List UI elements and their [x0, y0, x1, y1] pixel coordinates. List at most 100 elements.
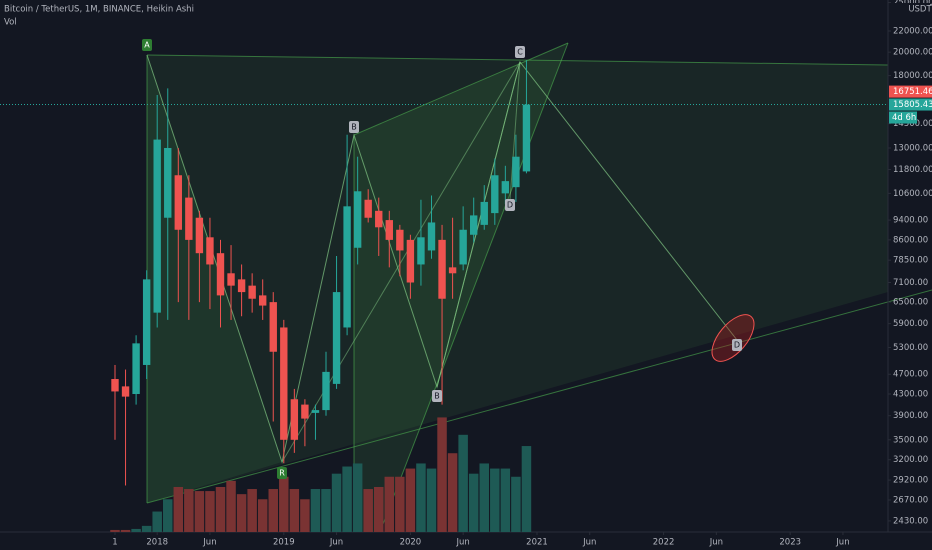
x-tick-label: 2021	[526, 538, 548, 548]
x-tick-label: Jun	[582, 538, 596, 548]
candle-body	[301, 404, 309, 419]
candle-body	[227, 273, 235, 286]
point-label-bg	[432, 390, 442, 402]
y-tick-label: 11800.00	[893, 165, 932, 175]
y-tick-label: 4700.00	[893, 370, 928, 380]
y-unit: USDT	[908, 5, 932, 15]
candle-body	[206, 237, 214, 265]
x-tick-label: 2023	[779, 538, 801, 548]
x-tick-label: Jun	[835, 538, 849, 548]
point-label: B	[434, 392, 440, 401]
x-tick-label: 2022	[653, 538, 675, 548]
channel-fill	[147, 55, 888, 503]
volume-bar	[173, 486, 184, 532]
point-label-bg	[142, 39, 152, 51]
candle-body	[427, 222, 436, 251]
candle-body	[501, 181, 510, 194]
y-tick-label: 3500.00	[893, 435, 928, 445]
pattern-line	[436, 61, 521, 388]
y-tick-label: 7850.00	[893, 256, 928, 266]
volume-bar	[352, 463, 363, 532]
volume-bar	[363, 489, 373, 532]
volume-label: Vol	[4, 18, 17, 28]
y-tick-label: 3900.00	[893, 411, 928, 421]
candle-body	[311, 410, 320, 413]
candle-body	[522, 104, 531, 172]
volume-bar	[331, 473, 342, 532]
x-tick-label: Jun	[456, 538, 470, 548]
point-label: A	[144, 41, 150, 50]
y-tick-label: 20000.00	[893, 48, 932, 58]
x-tick-label: 2020	[400, 538, 422, 548]
candle-body	[269, 302, 277, 352]
candle-body	[164, 147, 172, 218]
y-tick-label: 5300.00	[893, 343, 928, 353]
volume-bar	[374, 486, 384, 532]
volume-bar	[500, 468, 511, 532]
volume-bar	[141, 525, 152, 532]
x-tick-label: 1	[112, 538, 117, 548]
countdown-bg	[889, 111, 917, 124]
point-label: C	[517, 48, 523, 57]
pattern-fill	[147, 55, 282, 503]
candle-body	[332, 292, 341, 384]
point-label-bg	[349, 121, 359, 133]
candle-body	[248, 285, 256, 299]
candle-body	[290, 399, 299, 440]
x-tick-label: Jun	[709, 538, 723, 548]
volume-bar	[184, 489, 194, 532]
volume-bar	[405, 468, 416, 532]
candle-body	[322, 371, 330, 411]
candle-body	[438, 239, 446, 299]
channel-top	[146, 54, 889, 66]
point-label: D	[734, 341, 740, 350]
y-tick-label: 9400.00	[893, 216, 928, 226]
volume-bar	[110, 529, 120, 532]
candle-body	[491, 175, 499, 214]
candle-body	[111, 379, 119, 392]
volume-bar	[257, 499, 268, 532]
candle-body	[364, 199, 372, 218]
candle-body	[385, 220, 393, 240]
y-tick-label: 5900.00	[893, 319, 928, 329]
point-label-bg	[515, 46, 525, 58]
y-tick-label: 8600.00	[893, 235, 928, 245]
volume-bar	[215, 486, 226, 532]
candle-body	[259, 295, 267, 306]
y-tick-label: 2920.00	[893, 476, 928, 486]
y-tick-label: 13000.00	[893, 143, 932, 153]
volume-bar	[468, 473, 479, 532]
candle-body	[417, 237, 425, 265]
volume-bar	[162, 499, 173, 532]
y-tick-label: 22000.00	[893, 26, 932, 36]
point-label-bg	[732, 339, 742, 351]
volume-bar	[120, 529, 131, 532]
candle-body	[448, 267, 457, 274]
volume-bar	[300, 499, 310, 532]
pattern-line	[509, 61, 521, 201]
volume-bar	[479, 463, 489, 532]
target-zone	[711, 314, 755, 362]
y-tick-label: 10600.00	[893, 189, 932, 199]
x-tick-label: 2019	[273, 538, 295, 548]
candle-body	[280, 327, 288, 440]
volume-bar	[437, 417, 447, 532]
point-label: R	[279, 469, 285, 478]
candle-body	[343, 206, 351, 328]
volume-bar	[342, 466, 352, 532]
y-tick-label: 7100.00	[893, 278, 928, 288]
x-tick-label: Jun	[329, 538, 343, 548]
point-label-bg	[277, 467, 287, 479]
candle-body	[195, 217, 204, 254]
pattern-path	[146, 54, 738, 464]
candle-body	[353, 191, 362, 248]
candle-body	[153, 139, 161, 313]
unit-bg	[890, 3, 930, 14]
y-tick-label: 6500.00	[893, 298, 928, 308]
candle-body	[121, 386, 130, 397]
candle-body	[132, 343, 140, 395]
price-tag	[889, 98, 932, 111]
volume-bar	[521, 446, 532, 532]
candle-body	[512, 156, 520, 188]
